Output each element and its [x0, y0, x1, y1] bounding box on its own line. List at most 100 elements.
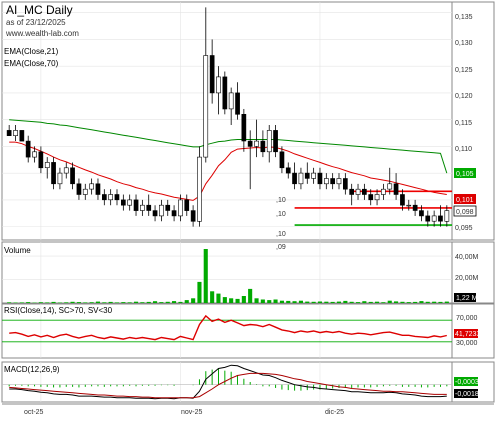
volume-bar: [305, 302, 309, 303]
candle-body: [121, 200, 125, 205]
close-last-label: 0,098: [456, 209, 474, 216]
candle-body: [197, 157, 201, 221]
candle-body: [229, 93, 233, 109]
candle-body: [356, 189, 360, 194]
macd-signal-line: [9, 373, 447, 397]
candle-body: [96, 184, 100, 195]
macd-signal-label: -0,0018: [455, 391, 479, 398]
candle-body: [242, 114, 246, 141]
level-label: ,10: [276, 231, 286, 238]
volume-bar: [121, 302, 125, 303]
candle-body: [324, 179, 328, 184]
price-series: [9, 120, 447, 201]
candle-body: [45, 162, 49, 167]
volume-bar: [26, 302, 30, 303]
volume-tick: 40,00M: [455, 254, 479, 261]
candle-body: [445, 211, 449, 222]
volume-bar: [350, 302, 354, 303]
macd-series: [2, 365, 452, 399]
volume-bar: [318, 302, 322, 304]
volume-bar: [229, 298, 233, 303]
volume-bar: [166, 302, 170, 303]
x-tick-dic: dic-25: [325, 409, 344, 416]
volume-bar: [58, 303, 62, 304]
ema70-last-label: 0,105: [456, 171, 474, 178]
price-tick: 0,130: [455, 40, 473, 47]
volume-last-label: 1,22 M: [456, 295, 478, 302]
price-tick: 0,125: [455, 67, 473, 74]
volume-bar: [223, 297, 227, 303]
candle-body: [39, 152, 43, 168]
candle-body: [362, 189, 366, 194]
price-tick: 0,135: [455, 14, 473, 21]
candle-body: [147, 205, 151, 210]
volume-bar: [331, 302, 335, 303]
volume-bar: [83, 302, 87, 303]
volume-bar: [191, 298, 195, 303]
rsi-tick: 30,000: [456, 340, 478, 347]
candle-body: [191, 211, 195, 222]
candle-body: [77, 184, 81, 195]
volume-tick: 20,00M: [455, 275, 479, 282]
candle-body: [350, 189, 354, 194]
volume-bar: [400, 302, 404, 303]
candle-body: [83, 189, 87, 194]
candle-body: [375, 195, 379, 200]
volume-bar: [337, 302, 341, 303]
candle-body: [204, 56, 208, 158]
volume-bar: [216, 294, 220, 303]
candle-body: [343, 179, 347, 190]
price-tick: 0,120: [455, 93, 473, 100]
volume-bar: [280, 301, 284, 303]
volume-bar: [7, 302, 11, 303]
volume-bar: [147, 302, 151, 303]
volume-bar: [274, 300, 278, 304]
volume-bar: [394, 301, 398, 303]
candle-body: [388, 184, 392, 189]
candle-body: [438, 216, 442, 221]
candle-body: [255, 141, 259, 146]
volume-bar: [375, 302, 379, 303]
candle-body: [426, 216, 430, 221]
price-tick: 0,095: [455, 225, 473, 232]
candle-body: [407, 205, 411, 206]
macd-line: [9, 365, 447, 399]
volume-bar: [248, 289, 252, 303]
ema21-last-label: 0,101: [456, 197, 474, 204]
rsi-title: RSI(Close,14), SC>70, SV<30: [4, 306, 113, 315]
candle-body: [140, 205, 144, 210]
candle-body: [432, 216, 436, 221]
candle-body: [400, 195, 404, 206]
candle-body: [223, 77, 227, 109]
volume-bar: [312, 302, 316, 303]
candle-body: [159, 205, 163, 216]
volume-bar: [388, 301, 392, 303]
macd-last-label: -0,0003: [455, 379, 479, 386]
legend-ema70: EMA(Close,70): [4, 59, 59, 68]
candle-body: [413, 205, 417, 210]
volume-bar: [255, 298, 259, 303]
volume-bar: [153, 301, 157, 303]
volume-bar: [140, 302, 144, 303]
volume-bar: [45, 302, 49, 303]
candle-body: [7, 130, 11, 135]
level-label: ,09: [276, 244, 286, 251]
volume-bar: [445, 302, 449, 303]
legend-ema21: EMA(Close,21): [4, 47, 59, 56]
candle-body: [286, 168, 290, 173]
source-url: www.wealth-lab.com: [5, 29, 79, 38]
volume-bar: [419, 301, 423, 303]
volume-bar: [39, 302, 43, 303]
volume-bar: [90, 302, 94, 303]
candle-body: [216, 77, 220, 93]
volume-bar: [356, 302, 360, 303]
volume-bar: [413, 302, 417, 303]
candle-body: [52, 162, 56, 183]
candle-body: [90, 184, 94, 189]
volume-bar: [115, 302, 119, 303]
candle-body: [236, 93, 240, 114]
candle-body: [331, 179, 335, 184]
macd-title: MACD(12,26,9): [4, 365, 60, 374]
x-tick-nov: nov-25: [181, 409, 203, 416]
